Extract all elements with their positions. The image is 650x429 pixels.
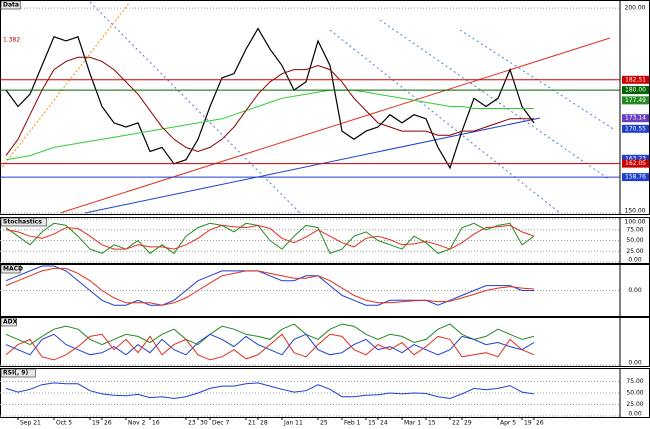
level-label: 180.00 [625, 87, 646, 94]
trendline [59, 37, 611, 214]
level-box [622, 124, 649, 133]
x-tick-label: Dec 7 [212, 420, 230, 427]
y-tick-label: 100.00 [625, 219, 646, 226]
y-tick-label: 75.00 [626, 226, 643, 233]
panel-title: Stochastics [3, 219, 42, 226]
x-tick-label: 16 [152, 420, 160, 427]
panel-title-box [0, 317, 17, 327]
series-line [5, 222, 535, 255]
series-line [5, 89, 534, 161]
x-tick-label: Nov 2 [128, 420, 146, 427]
level-box [622, 96, 649, 105]
x-tick-label: 26 [104, 420, 112, 427]
panel-title-box [0, 368, 36, 378]
trendline [84, 117, 541, 214]
x-tick-label: Apr 5 [500, 420, 516, 427]
x-tick-label: Mar 1 [404, 420, 421, 427]
level-label: 162.05 [625, 160, 646, 167]
x-tick-label: 21 [248, 420, 256, 427]
level-box [622, 114, 649, 123]
y-tick-label: 200.00 [625, 5, 646, 12]
x-tick-label: 29 [464, 420, 472, 427]
panel-title-box [0, 264, 21, 274]
series-line [5, 224, 535, 250]
y-tick-label: 75.00 [626, 378, 643, 385]
x-tick-label: 30 [200, 420, 208, 427]
y-tick-label: 0.00 [628, 257, 642, 264]
level-label: 177.49 [625, 97, 646, 104]
series-line [5, 333, 535, 356]
level-label: 170.55 [625, 125, 646, 132]
x-tick-label: 23 [188, 420, 196, 427]
series-line [5, 333, 535, 361]
level-label: 158.76 [625, 174, 646, 181]
y-tick-label: 0.00 [628, 411, 642, 418]
panel-title-box [0, 0, 21, 10]
level-label: 182.51 [625, 76, 646, 83]
x-tick-label: 15 [428, 420, 436, 427]
y-tick-label: 25.00 [626, 248, 643, 255]
panel-title: Data [3, 2, 19, 9]
x-tick-label: 28 [260, 420, 268, 427]
fan-line [329, 29, 561, 214]
x-tick-label: 26 [536, 420, 544, 427]
level-label: 163.23 [625, 155, 646, 162]
level-label: 173.14 [625, 115, 646, 122]
x-tick-label: 25 [320, 420, 328, 427]
x-tick-label: Feb 1 [344, 420, 361, 427]
y-tick-label: 150.00 [625, 208, 646, 215]
y-tick-label: 0.00 [628, 360, 642, 367]
panel-title: MACD [3, 266, 23, 273]
fan-line [459, 29, 616, 131]
level-box [622, 86, 649, 95]
series-line [5, 27, 535, 170]
x-tick-label: 24 [380, 420, 388, 427]
y-tick-label: 25.00 [626, 401, 643, 408]
series-line [5, 323, 535, 346]
series-line [5, 382, 535, 400]
x-tick-label: 22 [452, 420, 460, 427]
y-tick-label: 50.00 [626, 237, 643, 244]
annotation: 1.382 [3, 37, 20, 44]
y-tick-label: 50.00 [626, 390, 643, 397]
panel-title-box [0, 217, 48, 227]
y-tick-label: 0.00 [628, 287, 642, 294]
x-tick-label: 15 [368, 420, 376, 427]
x-tick-label: 19 [524, 420, 532, 427]
x-tick-label: Sep 21 [20, 420, 41, 427]
panel-title: RSI(, 9) [3, 370, 28, 377]
x-tick-label: 19 [92, 420, 100, 427]
level-box [622, 154, 649, 163]
series-line [5, 267, 535, 306]
fib-line [0, 1, 131, 171]
x-tick-label: Jan 11 [283, 420, 303, 427]
level-box [622, 75, 649, 84]
level-box [622, 159, 649, 168]
x-tick-label: Oct 5 [56, 420, 72, 427]
series-line [5, 56, 534, 156]
level-box [622, 173, 649, 182]
panel-title: ADX [3, 319, 18, 326]
